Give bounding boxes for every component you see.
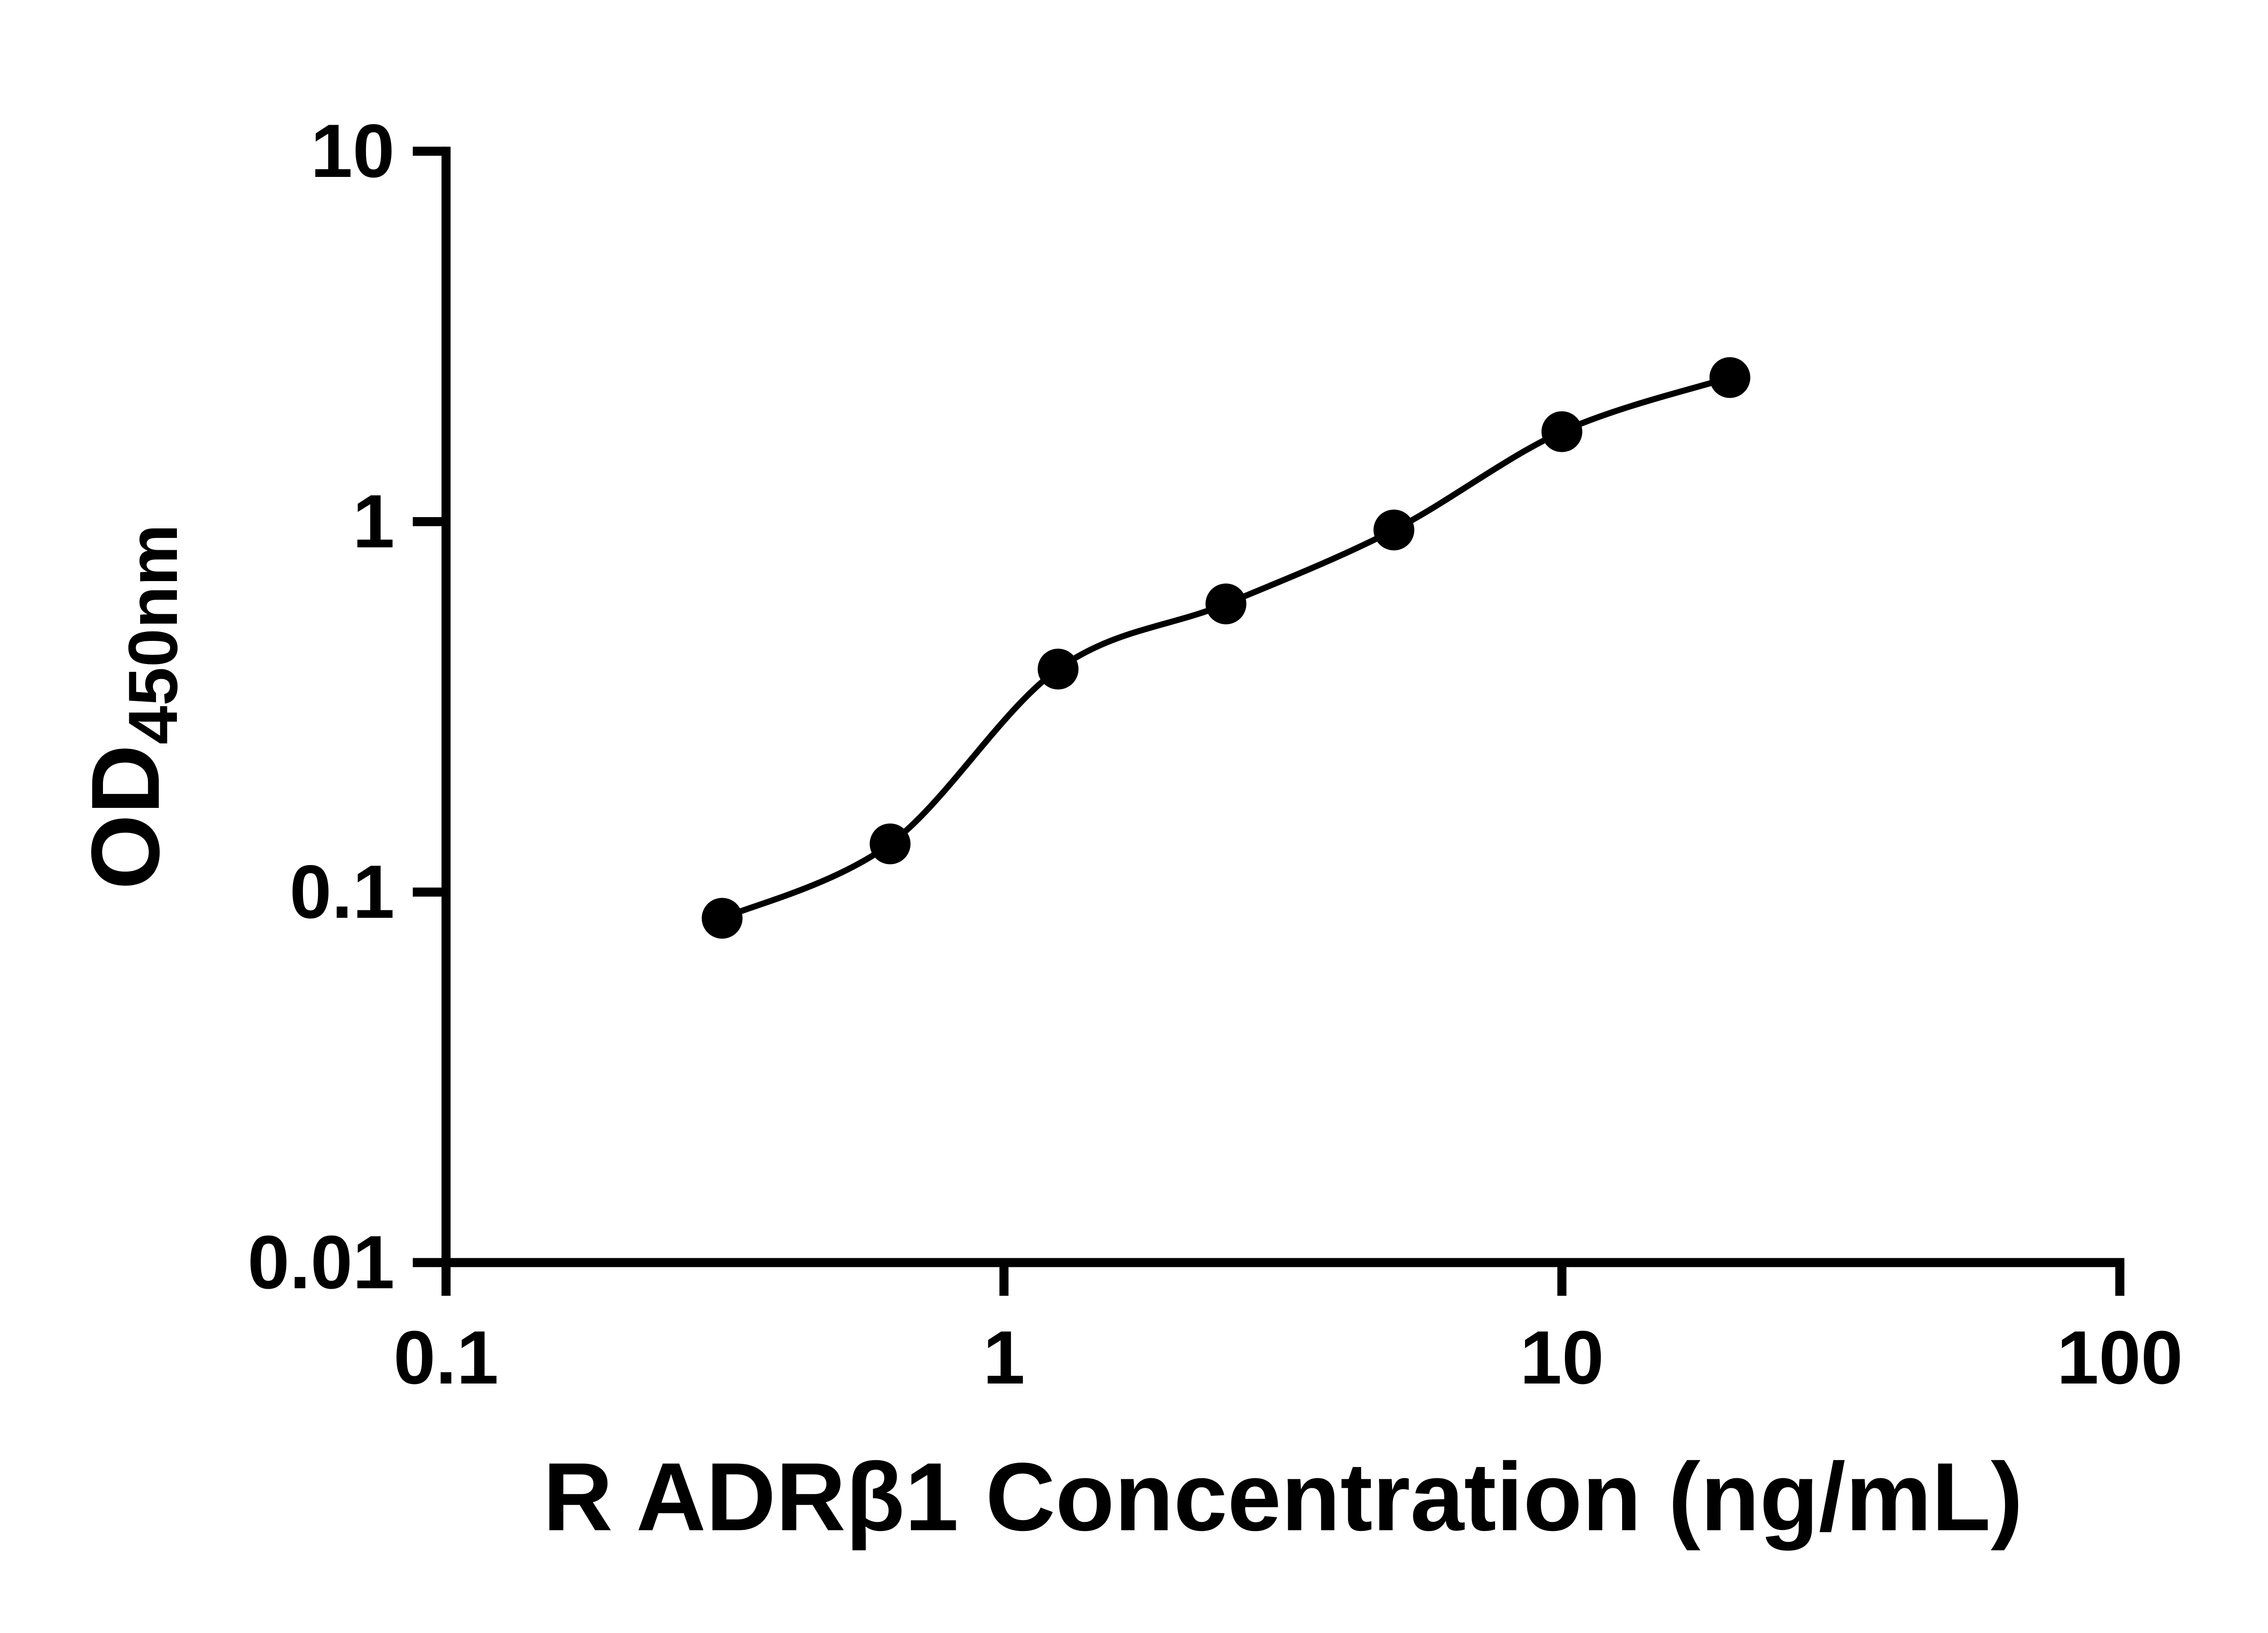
data-point bbox=[870, 823, 911, 865]
axis-spines bbox=[441, 147, 2125, 1267]
data-point bbox=[1709, 357, 1750, 398]
data-point bbox=[702, 898, 743, 939]
y-axis-tick-label: 0.01 bbox=[248, 1220, 395, 1305]
x-axis-tick-label: 10 bbox=[1520, 1315, 1604, 1400]
y-axis-tick-label: 10 bbox=[311, 109, 395, 193]
data-point bbox=[1037, 649, 1079, 689]
x-axis-tick-label: 0.1 bbox=[393, 1315, 499, 1400]
data-point bbox=[1205, 583, 1246, 625]
x-axis-tick-label: 100 bbox=[2057, 1315, 2183, 1400]
y-axis-title: OD450nm bbox=[72, 524, 192, 890]
x-axis-title: R ADRβ1 Concentration (ng/mL) bbox=[543, 1443, 2023, 1551]
y-axis-tick-label: 1 bbox=[352, 479, 395, 564]
data-point bbox=[1541, 411, 1583, 452]
data-point bbox=[1374, 509, 1414, 551]
y-axis-tick-label: 0.1 bbox=[289, 850, 395, 934]
y-axis-title-subscript: 450nm bbox=[114, 524, 192, 744]
y-axis-title-main: OD bbox=[72, 744, 180, 890]
x-axis-tick-label: 1 bbox=[983, 1315, 1025, 1400]
